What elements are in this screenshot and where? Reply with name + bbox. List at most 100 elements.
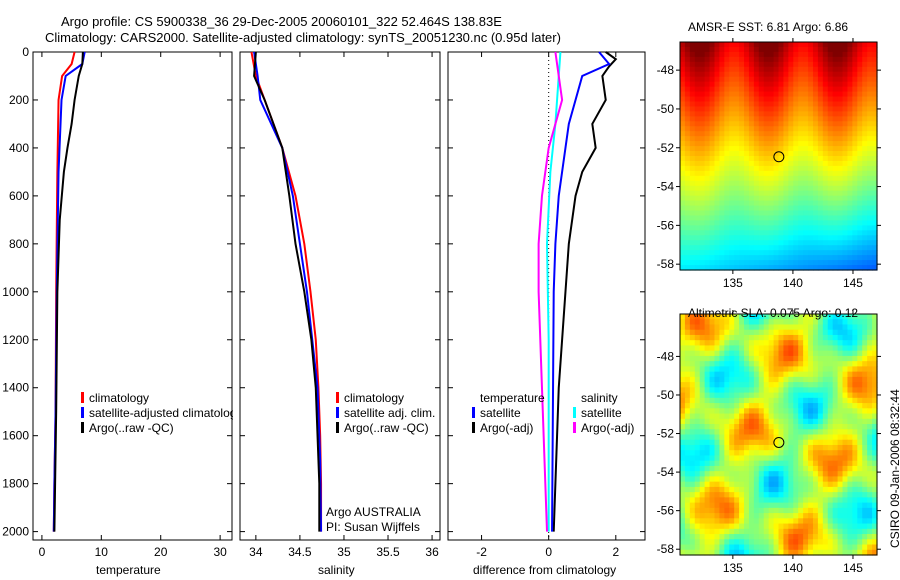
map-cell: [704, 361, 711, 367]
map-cell: [689, 136, 696, 142]
map-cell: [734, 230, 740, 236]
map-cell: [689, 255, 696, 261]
map-cell: [709, 190, 716, 197]
map-cell: [699, 170, 706, 177]
map-cell: [808, 329, 814, 336]
map-cell: [684, 205, 691, 212]
map-cell: [724, 481, 730, 488]
map-cell: [724, 240, 730, 246]
map-cell: [748, 66, 755, 73]
map-cell: [803, 42, 809, 48]
map-cell: [832, 91, 839, 98]
map-cell: [739, 160, 745, 167]
map-cell: [758, 492, 765, 498]
map-cell: [739, 387, 745, 394]
map-cell: [817, 111, 824, 117]
map-cell: [847, 355, 853, 362]
map-cell: [699, 175, 706, 182]
map-cell: [729, 175, 735, 182]
map-cell: [729, 46, 735, 53]
map-cell: [862, 220, 868, 226]
map-cell: [763, 434, 770, 441]
legend-item: satellite: [581, 406, 622, 420]
map-cell: [788, 340, 794, 347]
map-cell: [694, 205, 701, 212]
map-cell: [768, 86, 775, 93]
map-cell: [842, 250, 849, 256]
map-cell: [763, 111, 770, 117]
map-cell: [852, 205, 858, 212]
map-cell: [798, 190, 804, 197]
map-cell: [709, 220, 716, 226]
map-cell: [744, 235, 750, 241]
map-cell: [709, 476, 716, 483]
map-cell: [788, 126, 794, 132]
map-cell: [867, 523, 873, 530]
map-cell: [729, 361, 735, 367]
map-cell: [832, 210, 839, 217]
map-cell: [763, 131, 770, 137]
map-cell: [832, 518, 839, 525]
map-cell: [729, 424, 735, 430]
map-cell: [684, 429, 691, 436]
map-cell: [719, 175, 725, 182]
map-cell: [753, 42, 760, 48]
map-cell: [773, 455, 780, 462]
map-cell: [832, 476, 839, 483]
map-cell: [744, 76, 750, 83]
map-cell: [763, 195, 770, 202]
map-cell: [748, 245, 755, 251]
map-cell: [729, 230, 735, 236]
map-cell: [773, 86, 780, 93]
map-cell: [862, 392, 868, 399]
map-cell: [837, 528, 844, 535]
map-cell: [724, 376, 730, 383]
map-cell: [837, 156, 844, 162]
map-cell: [783, 71, 789, 78]
map-cell: [872, 497, 878, 504]
map-cell: [837, 240, 844, 246]
map-cell: [689, 319, 696, 326]
map-cell: [763, 413, 770, 420]
map-cell: [852, 334, 858, 341]
map-cell: [857, 403, 863, 409]
map-cell: [714, 215, 720, 222]
map-cell: [862, 361, 868, 367]
map-cell: [758, 170, 765, 177]
map-cell: [847, 180, 853, 187]
map-cell: [847, 334, 853, 341]
map-cell: [867, 170, 873, 177]
map-cell: [852, 382, 858, 388]
map-cell: [867, 61, 873, 68]
map-cell: [758, 534, 765, 540]
map-cell: [793, 549, 799, 556]
map-cell: [680, 131, 686, 137]
map-cell: [684, 444, 691, 451]
map-cell: [748, 429, 755, 436]
map-cell: [724, 334, 730, 341]
map-cell: [758, 418, 765, 425]
map-cell: [817, 180, 824, 187]
map-cell: [768, 210, 775, 217]
map-cell: [798, 136, 804, 142]
map-cell: [739, 408, 745, 415]
map-cell: [768, 185, 775, 192]
map-cell: [689, 366, 696, 373]
map-cell: [867, 255, 873, 261]
map-cell: [842, 46, 849, 53]
map-cell: [758, 471, 765, 478]
map-cell: [793, 126, 799, 132]
map-cell: [768, 240, 775, 246]
map-cell: [793, 265, 799, 271]
map-cell: [817, 225, 824, 231]
map-cell: [724, 424, 730, 430]
map-cell: [744, 392, 750, 399]
map-cell: [744, 46, 750, 53]
map-cell: [748, 492, 755, 498]
map-cell: [798, 544, 804, 551]
map-cell: [872, 376, 878, 383]
map-cell: [724, 46, 730, 53]
map-cell: [832, 319, 839, 326]
map-cell: [803, 471, 809, 478]
map-cell: [739, 165, 745, 172]
